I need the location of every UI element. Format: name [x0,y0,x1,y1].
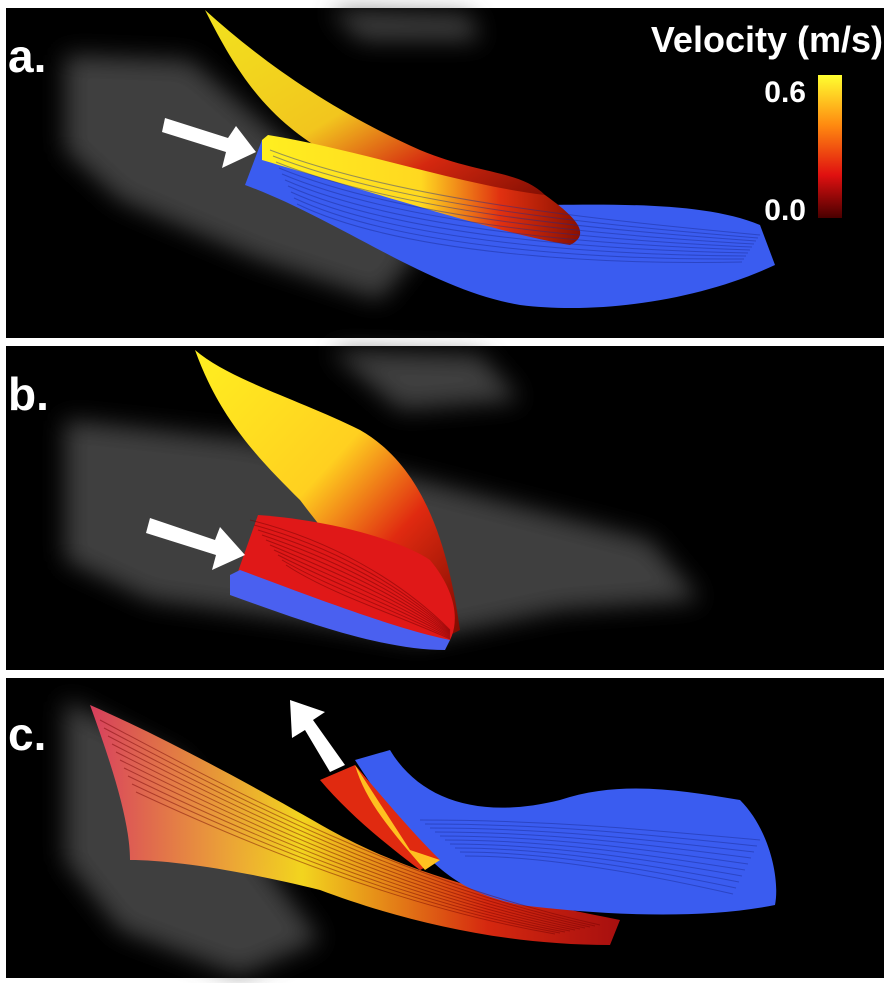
panel-label: b. [8,368,49,420]
panel-label: a. [8,30,46,82]
colorbar-max: 0.6 [764,76,806,109]
panel-label: c. [8,708,46,760]
colorbar [818,75,842,218]
colorbar-title: Velocity (m/s) [651,19,883,60]
colorbar-min: 0.0 [764,194,806,227]
page: {"panels": [{"label": "a."}, {"label": "… [0,0,890,983]
figure: Velocity (m/s) 0.6 0.0 a. b. c. [0,0,890,983]
